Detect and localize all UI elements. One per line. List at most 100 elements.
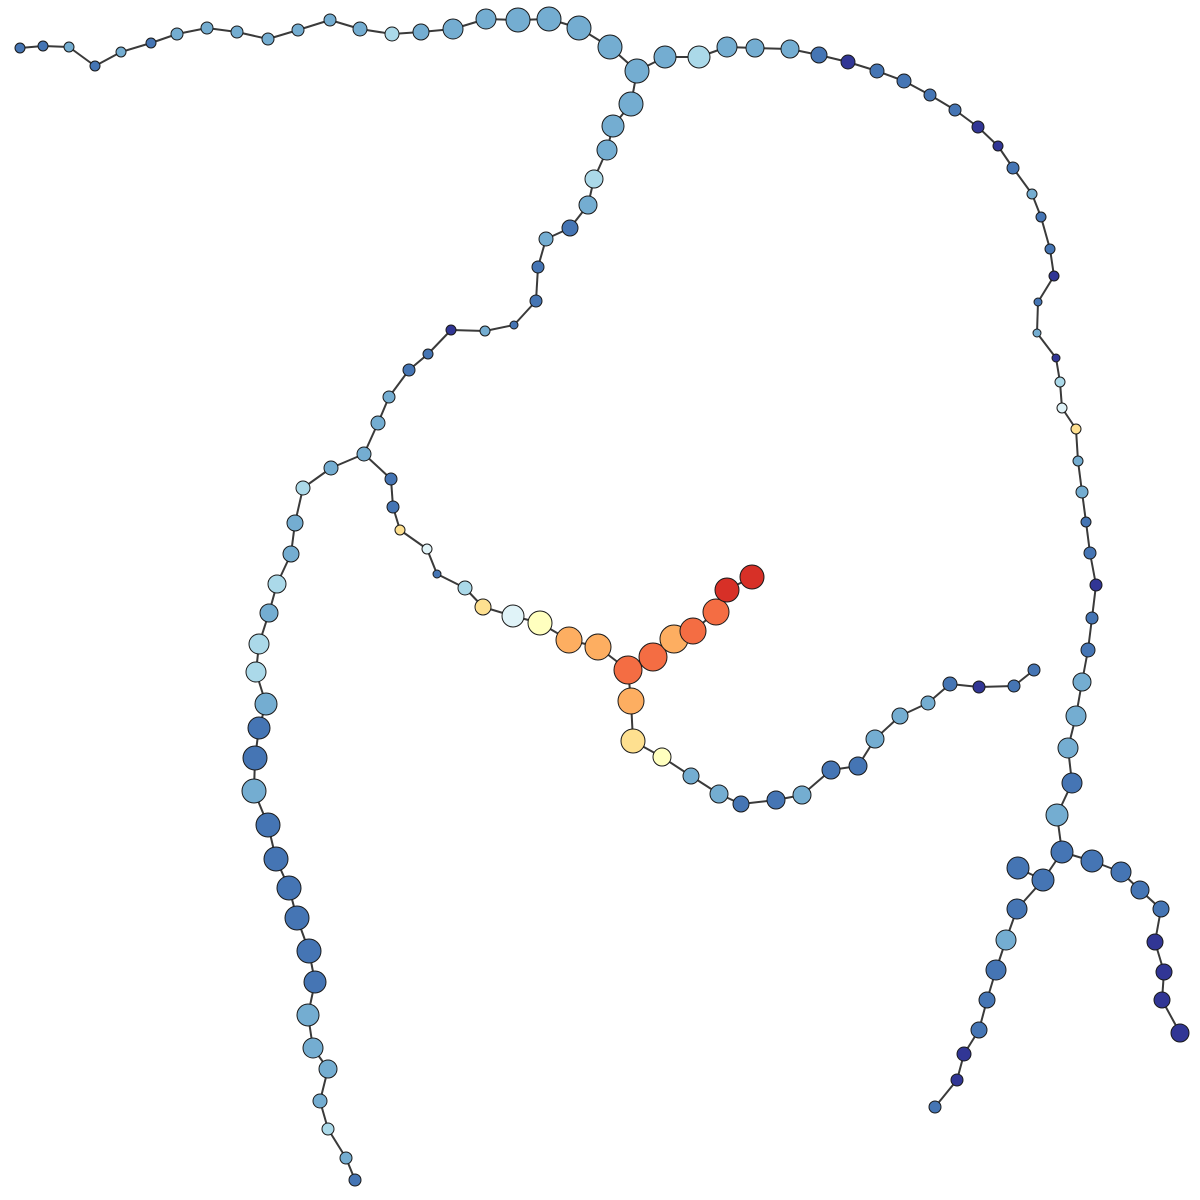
graph-node [89,60,101,72]
graph-node [295,480,311,496]
graph-node [652,747,672,767]
graph-node [242,745,268,771]
graph-node [170,27,184,41]
graph-node [1065,705,1087,727]
edge-layer [19,18,1181,1181]
graph-node [1057,737,1079,759]
graph-node [432,569,442,579]
graph-node [1027,663,1041,677]
graph-node [1051,353,1061,363]
graph-node [1006,898,1028,920]
graph-node [479,325,491,337]
graph-node [382,390,396,404]
graph-node [821,760,841,780]
graph-node [653,45,677,69]
graph-node [1085,611,1099,625]
graph-node [1050,840,1074,864]
graph-node [687,45,711,69]
graph-node [200,21,214,35]
graph-node [618,91,644,117]
graph-node [995,929,1017,951]
graph-node [312,1093,328,1109]
graph-node [869,63,885,79]
graph-edge [427,329,452,355]
graph-edge [1036,332,1057,359]
graph-node [509,320,519,330]
graph-node [263,846,289,872]
graph-node [865,729,885,749]
graph-node [584,169,604,189]
graph-node [739,564,765,590]
graph-node [840,54,856,70]
graph-node [992,140,1004,152]
graph-node [566,15,592,41]
graph-node [384,26,400,42]
graph-node [259,603,279,623]
graph-node [638,642,668,672]
graph-node [386,500,400,514]
graph-node [474,598,492,616]
graph-node [323,460,339,476]
graph-node [296,1003,320,1027]
graph-node [303,970,327,994]
graph-node [267,574,287,594]
graph-node [538,231,554,247]
graph-node [505,7,531,33]
graph-node [1072,672,1092,692]
graph-node [1006,161,1020,175]
graph-node [1089,578,1103,592]
graph-node [928,1100,942,1114]
graph-node [356,446,372,462]
graph-node [501,604,525,628]
graph-node [254,692,278,716]
graph-node [1153,991,1171,1009]
graph-node [457,580,473,596]
graph-node [716,36,738,58]
graph-node [384,472,398,486]
graph-node [948,103,962,117]
graph-node [230,25,244,39]
graph-node [891,707,909,725]
graph-node [896,73,912,89]
graph-node [1031,868,1055,892]
graph-node [531,260,545,274]
graph-node [1146,933,1164,951]
graph-node [261,32,275,46]
graph-node [241,778,267,804]
graph-node [950,1073,964,1087]
graph-node [255,812,281,838]
graph-node [529,294,543,308]
graph-node [1045,803,1069,827]
graph-node [745,38,765,58]
graph-node [536,6,562,32]
graph-node [422,348,434,360]
graph-node [1033,297,1043,307]
graph-edge [450,329,486,332]
graph-node [624,58,650,84]
graph-node [1072,455,1084,467]
graph-node [412,23,430,41]
graph-node [613,655,643,685]
graph-node [555,626,583,654]
graph-node [352,21,368,37]
graph-node [601,114,625,138]
graph-node [971,120,985,134]
graph-node [1110,861,1132,883]
graph-node [37,40,49,52]
graph-node [682,767,700,785]
graph-node [1048,270,1060,282]
graph-node [286,514,304,532]
graph-node [1006,856,1030,880]
graph-node [247,716,271,740]
graph-node [620,728,646,754]
graph-node [402,363,416,377]
graph-node [321,1122,335,1136]
graph-node [1032,328,1042,338]
graph-node [1155,963,1173,981]
graph-node [14,42,26,54]
graph-node [1130,880,1150,900]
graph-node [702,598,730,626]
graph-node [617,687,645,715]
graph-node [848,756,868,776]
